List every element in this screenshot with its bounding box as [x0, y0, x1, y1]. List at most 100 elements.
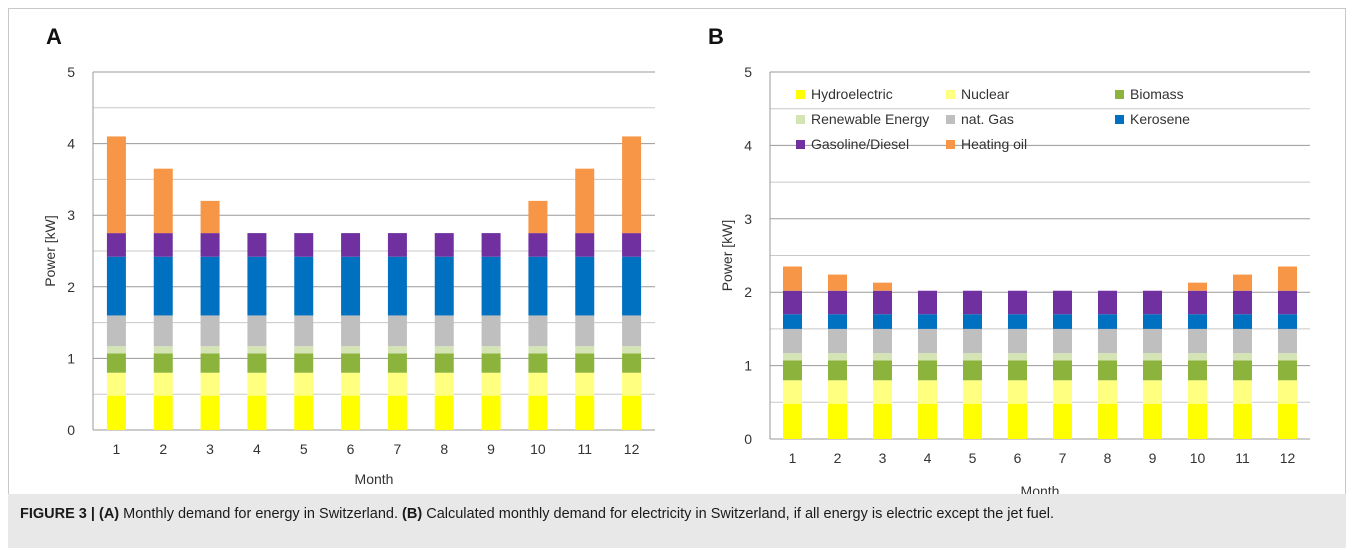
bar-segment	[434, 395, 454, 430]
bar-segment	[1053, 314, 1072, 329]
bar-segment	[1278, 403, 1297, 439]
bar-segment	[1188, 328, 1207, 354]
x-axis-title: Month	[355, 471, 394, 487]
bar-segment	[387, 315, 407, 347]
bar-segment	[828, 314, 847, 329]
bar-segment	[828, 360, 847, 381]
bar-segment	[1143, 380, 1162, 404]
bar-segment	[918, 360, 937, 381]
bar-segment	[200, 233, 220, 257]
bar-segment	[1143, 314, 1162, 329]
panel-label-b: B	[708, 24, 724, 49]
bar-segment	[481, 353, 501, 373]
bar-segment	[481, 346, 501, 354]
bar-segment	[528, 395, 548, 430]
bar-segment	[153, 353, 173, 373]
legend-label: Biomass	[1130, 86, 1184, 102]
x-tick-label: 4	[924, 450, 932, 466]
bar-segment	[153, 346, 173, 354]
bar-segment	[200, 353, 220, 373]
bar-segment	[622, 315, 642, 347]
x-tick-label: 9	[1149, 450, 1157, 466]
bar-segment	[1233, 380, 1252, 404]
bar-segment	[481, 256, 501, 316]
bar-segment	[873, 314, 892, 329]
x-tick-label: 7	[1059, 450, 1067, 466]
bar-segment	[106, 256, 126, 316]
bar-segment	[200, 256, 220, 316]
bar-segment	[341, 372, 361, 396]
bar-segment	[434, 346, 454, 354]
bar-segment	[1098, 380, 1117, 404]
bar-segment	[1143, 353, 1162, 361]
legend-swatch	[946, 115, 955, 124]
bar-segment	[1233, 290, 1252, 315]
y-tick-label: 3	[67, 207, 75, 223]
bar-segment	[294, 346, 314, 354]
bar-segment	[153, 372, 173, 396]
bar-segment	[575, 233, 595, 257]
bar-segment	[1233, 353, 1252, 361]
x-tick-label: 5	[300, 441, 308, 457]
bar-segment	[153, 395, 173, 430]
bar-segment	[783, 403, 802, 439]
bar-segment	[1053, 353, 1072, 361]
y-tick-label: 4	[67, 136, 75, 152]
x-tick-label: 6	[1014, 450, 1022, 466]
bar-segment	[200, 346, 220, 354]
bar-segment	[528, 200, 548, 234]
bar-segment	[963, 380, 982, 404]
figure-label: FIGURE 3 |	[20, 506, 99, 522]
bar-segment	[247, 353, 267, 373]
bar-segment	[387, 256, 407, 316]
bar-segment	[1278, 314, 1297, 329]
bar-segment	[873, 360, 892, 381]
bar-segment	[1053, 328, 1072, 354]
x-tick-label: 12	[1280, 450, 1296, 466]
x-tick-label: 3	[879, 450, 887, 466]
x-tick-label: 8	[440, 441, 448, 457]
y-tick-label: 5	[67, 64, 75, 80]
bar-segment	[918, 403, 937, 439]
bar-segment	[575, 346, 595, 354]
bar-segment	[1008, 314, 1027, 329]
caption-b-text: Calculated monthly demand for electricit…	[422, 506, 1055, 522]
bar-segment	[918, 328, 937, 354]
bar-segment	[622, 353, 642, 373]
bar-segment	[963, 314, 982, 329]
x-tick-label: 8	[1104, 450, 1112, 466]
bar-segment	[873, 290, 892, 315]
x-tick-label: 2	[834, 450, 842, 466]
bar-segment	[963, 353, 982, 361]
bar-segment	[1098, 290, 1117, 315]
bar-segment	[1278, 380, 1297, 404]
bar-segment	[575, 315, 595, 347]
bar-segment	[575, 353, 595, 373]
x-tick-label: 11	[1235, 450, 1250, 466]
figure-caption: FIGURE 3 | (A) Monthly demand for energy…	[20, 505, 1340, 523]
bar-segment	[622, 136, 642, 234]
bar-segment	[783, 266, 802, 291]
bar-segment	[1188, 282, 1207, 291]
bar-segment	[341, 315, 361, 347]
bar-segment	[1053, 403, 1072, 439]
bar-segment	[1188, 353, 1207, 361]
bar-segment	[828, 274, 847, 291]
bar-segment	[528, 346, 548, 354]
bar-segment	[622, 395, 642, 430]
legend-swatch	[1115, 115, 1124, 124]
bar-segment	[153, 168, 173, 234]
bar-segment	[247, 372, 267, 396]
bar-segment	[1008, 328, 1027, 354]
bar-segment	[1143, 328, 1162, 354]
bar-segment	[1278, 360, 1297, 381]
bar-segment	[341, 256, 361, 316]
caption-a-ref: (A)	[99, 506, 120, 522]
x-tick-label: 10	[1190, 450, 1206, 466]
x-tick-label: 6	[347, 441, 355, 457]
bar-segment	[1278, 290, 1297, 315]
bar-segment	[387, 233, 407, 257]
bar-segment	[873, 353, 892, 361]
bar-segment	[106, 315, 126, 347]
bar-segment	[200, 372, 220, 396]
